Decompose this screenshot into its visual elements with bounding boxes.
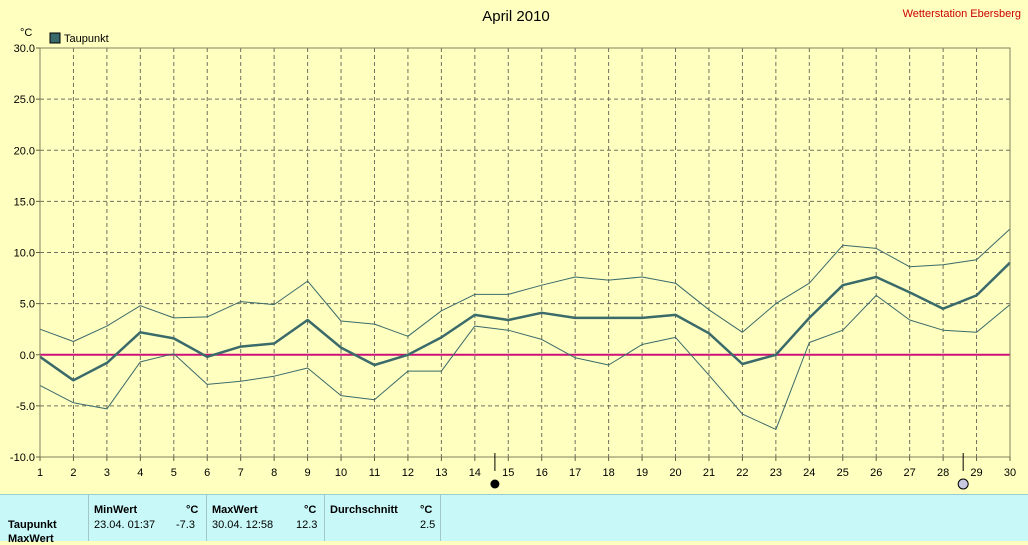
header-avg: Durchschnitt — [330, 504, 398, 516]
avg-value: 2.5 — [420, 519, 436, 531]
min-time: 23.04. 01:37 — [94, 519, 156, 531]
legend-label: Taupunkt — [64, 33, 109, 45]
moon-phases — [490, 453, 969, 490]
y-tick-label: -5.0 — [16, 401, 35, 413]
x-tick-label: 19 — [636, 467, 648, 479]
x-tick-label: 22 — [736, 467, 748, 479]
row-label: Taupunkt — [8, 519, 57, 531]
x-tick-label: 26 — [870, 467, 882, 479]
y-tick-label: 30.0 — [14, 43, 35, 55]
x-tick-label: 16 — [536, 467, 548, 479]
y-axis-unit: °C — [20, 27, 32, 39]
y-tick-label: 0.0 — [20, 350, 35, 362]
x-tick-label: 1 — [37, 467, 43, 479]
x-tick-label: 28 — [937, 467, 949, 479]
x-tick-label: 15 — [502, 467, 514, 479]
series-line-min — [39, 294, 1011, 430]
x-tick-label: 8 — [271, 467, 277, 479]
x-tick-label: 27 — [904, 467, 916, 479]
axis-ticks: 30.025.020.015.010.05.00.0-5.0-10.01 2 3 4 5… — [10, 43, 1016, 479]
y-tick-label: 5.0 — [20, 299, 35, 311]
table-divider — [88, 495, 89, 541]
table-divider — [206, 495, 207, 541]
y-tick-label: 10.0 — [14, 248, 35, 260]
header-max-unit: °C — [304, 504, 317, 516]
chart-title: April 2010 — [482, 8, 550, 25]
y-tick-label: 20.0 — [14, 145, 35, 157]
x-tick-label: 21 — [703, 467, 715, 479]
table-divider — [324, 495, 325, 541]
header-min: MinWert — [94, 504, 138, 516]
table-divider — [440, 495, 441, 541]
x-tick-label: 29 — [970, 467, 982, 479]
x-tick-label: 30 — [1004, 467, 1016, 479]
statistics-table: MinWert °C MaxWert °C Durchschnitt °C Ta… — [0, 494, 1028, 545]
legend-swatch — [49, 32, 61, 44]
x-tick-label: 25 — [837, 467, 849, 479]
station-name: Wetterstation Ebersberg — [903, 8, 1021, 20]
dewpoint-chart: 30.025.020.015.010.05.00.0-5.0-10.01 2 3 4 5… — [10, 8, 1021, 490]
series-line-mean — [39, 261, 1011, 382]
x-tick-label: 18 — [602, 467, 614, 479]
x-tick-label: 23 — [770, 467, 782, 479]
header-min-unit: °C — [186, 504, 199, 516]
x-tick-label: 5 — [171, 467, 177, 479]
y-tick-label: 15.0 — [14, 196, 35, 208]
x-tick-label: 6 — [204, 467, 210, 479]
chart-series — [39, 228, 1011, 430]
new-moon-icon — [490, 479, 500, 489]
header-avg-unit: °C — [420, 504, 433, 516]
max-time: 30.04. 12:58 — [212, 519, 274, 531]
max-value: 12.3 — [296, 519, 318, 531]
y-tick-label: 25.0 — [14, 94, 35, 106]
x-tick-label: 20 — [669, 467, 681, 479]
x-tick-label: 17 — [569, 467, 581, 479]
row-label-partial: MaxWert — [8, 533, 54, 545]
x-tick-label: 2 — [70, 467, 76, 479]
x-tick-label: 4 — [137, 467, 143, 479]
x-tick-label: 10 — [335, 467, 347, 479]
x-tick-label: 7 — [238, 467, 244, 479]
min-value: -7.3 — [176, 519, 195, 531]
header-max: MaxWert — [212, 504, 258, 516]
chart-grid — [40, 48, 1010, 457]
series-line-max — [39, 228, 1011, 342]
x-tick-label: 12 — [402, 467, 414, 479]
x-tick-label: 24 — [803, 467, 815, 479]
x-tick-label: 14 — [469, 467, 481, 479]
x-tick-label: 3 — [104, 467, 110, 479]
x-tick-label: 9 — [305, 467, 311, 479]
x-tick-label: 11 — [369, 467, 380, 479]
y-tick-label: -10.0 — [10, 452, 35, 464]
x-tick-label: 13 — [435, 467, 447, 479]
full-moon-icon — [957, 478, 969, 490]
